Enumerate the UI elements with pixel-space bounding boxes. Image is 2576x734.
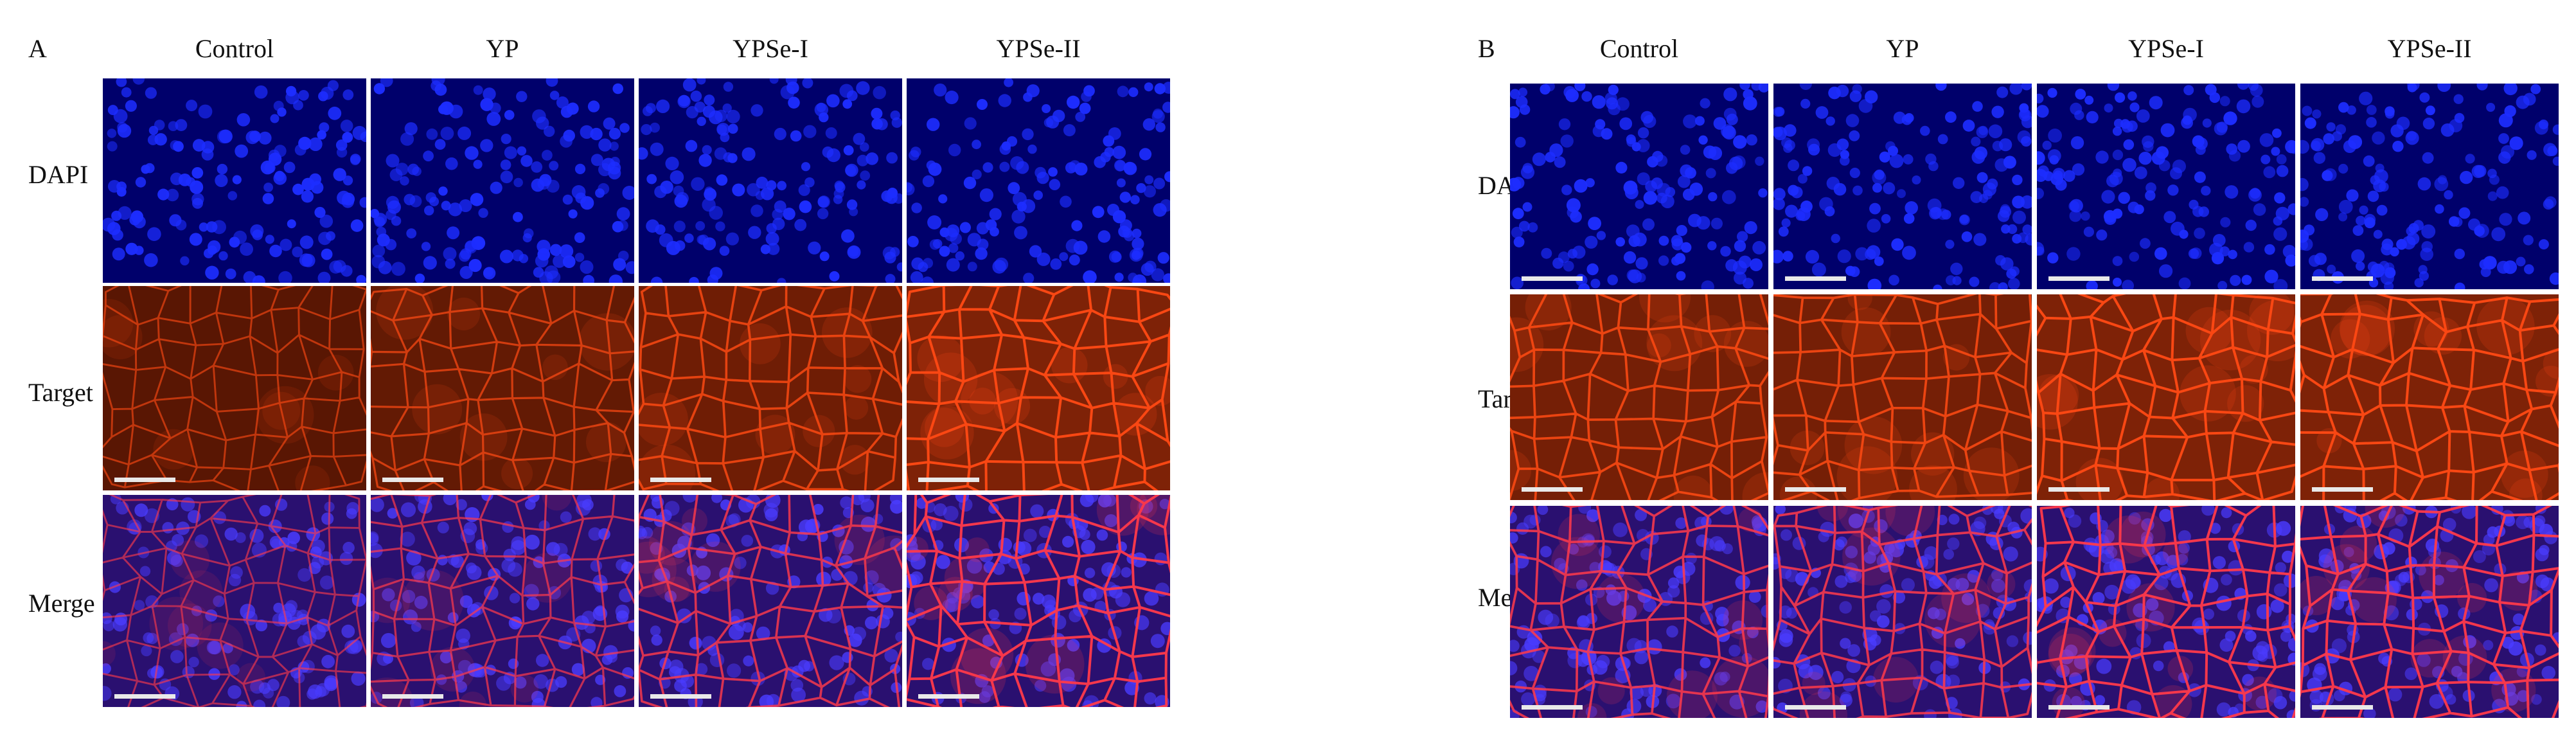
micrograph-merge-control	[103, 495, 366, 707]
micrograph-dapi-ypse-i	[639, 78, 902, 283]
panel-a: A Control YP YPSe-I YPSe-II DAPI Target …	[0, 0, 1221, 734]
scale-bar	[1522, 705, 1583, 710]
column-header-ypse-i: YPSe-I	[733, 34, 808, 63]
scale-bar	[2312, 487, 2373, 492]
micrograph-merge-ypse-i	[639, 495, 902, 707]
scale-bar	[2048, 705, 2110, 710]
micrograph-dapi-ypse-ii	[907, 78, 1170, 283]
scale-bar	[2312, 705, 2373, 710]
micrograph-target-yp	[371, 286, 634, 490]
scale-bar	[382, 478, 443, 482]
micrograph-target-ypse-i	[639, 286, 902, 490]
micrograph-target-ypse-i	[2037, 294, 2295, 500]
scale-bar	[1522, 276, 1583, 281]
scale-bar	[2312, 276, 2373, 281]
micrograph-dapi-yp	[1773, 84, 2032, 289]
scale-bar	[918, 694, 979, 699]
panel-b: B Control YP YPSe-I YPSe-II DAPI Target …	[1478, 0, 2576, 734]
column-header-ypse-i: YPSe-I	[2128, 34, 2204, 63]
scale-bar	[382, 694, 443, 699]
scale-bar	[918, 478, 979, 482]
micrograph-dapi-ypse-ii	[2300, 84, 2559, 289]
column-header-yp: YP	[1886, 34, 1919, 63]
micrograph-merge-ypse-ii	[907, 495, 1170, 707]
micrograph-target-control	[103, 286, 366, 490]
panel-letter: B	[1478, 34, 1495, 63]
scale-bar	[114, 478, 175, 482]
scale-bar	[2048, 487, 2110, 492]
column-header-yp: YP	[486, 34, 519, 63]
scale-bar	[2048, 276, 2110, 281]
column-header-control: Control	[1599, 34, 1679, 63]
scale-bar	[1785, 276, 1846, 281]
row-label-dapi: DAPI	[28, 160, 89, 189]
micrograph-dapi-control	[103, 78, 366, 283]
micrograph-merge-yp	[1773, 506, 2032, 718]
scale-bar	[114, 694, 175, 699]
column-header-control: Control	[195, 34, 274, 63]
scale-bar	[1785, 487, 1846, 492]
micrograph-merge-ypse-ii	[2300, 506, 2559, 718]
column-header-ypse-ii: YPSe-II	[2387, 34, 2472, 63]
micrograph-dapi-yp	[371, 78, 634, 283]
scale-bar	[1785, 705, 1846, 710]
micrograph-target-control	[1510, 294, 1768, 500]
column-header-ypse-ii: YPSe-II	[996, 34, 1081, 63]
micrograph-dapi-control	[1510, 84, 1768, 289]
micrograph-merge-control	[1510, 506, 1768, 718]
row-label-target: Target	[28, 378, 93, 407]
scale-bar	[1522, 487, 1583, 492]
scale-bar	[650, 694, 711, 699]
micrograph-target-ypse-ii	[907, 286, 1170, 490]
micrograph-target-ypse-ii	[2300, 294, 2559, 500]
micrograph-target-yp	[1773, 294, 2032, 500]
micrograph-merge-ypse-i	[2037, 506, 2295, 718]
row-label-merge: Merge	[28, 589, 95, 618]
panel-letter: A	[28, 34, 47, 63]
micrograph-merge-yp	[371, 495, 634, 707]
scale-bar	[650, 478, 711, 482]
micrograph-dapi-ypse-i	[2037, 84, 2295, 289]
